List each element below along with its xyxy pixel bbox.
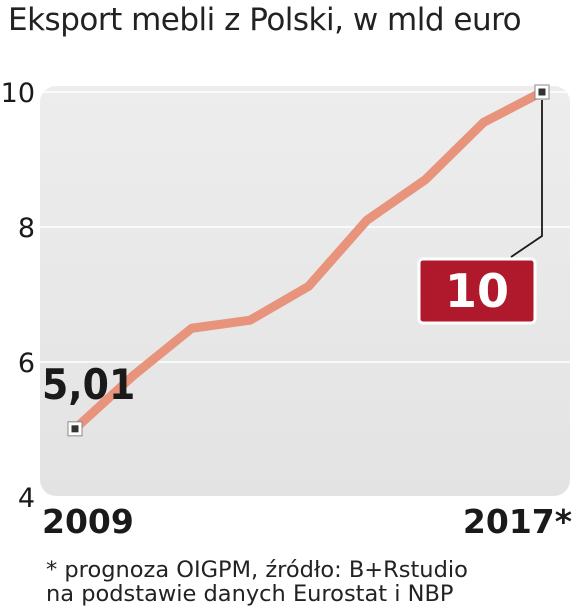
footnote-line-2: na podstawie danych Eurostat i NBP: [46, 581, 454, 607]
end-value-label: 10: [445, 264, 509, 318]
x-tick-label: 2009: [42, 502, 134, 541]
y-tick-label: 4: [18, 483, 35, 514]
footnote-line-1: * prognoza OIGPM, źródło: B+Rstudio: [46, 557, 468, 583]
data-point-marker-core: [71, 425, 79, 433]
end-value-box: [417, 257, 537, 325]
footnote: * prognoza OIGPM, źródło: B+Rstudio na p…: [46, 558, 468, 606]
start-value-label: 5,01: [42, 360, 135, 409]
y-tick-label: 6: [18, 348, 35, 379]
chart-title: Eksport mebli z Polski, w mld euro: [8, 2, 522, 38]
end-label-leader-line: [510, 100, 543, 258]
data-point-marker-core: [538, 88, 546, 96]
x-tick-label: 2017*: [463, 502, 572, 541]
series-line: [70, 87, 547, 434]
y-tick-label: 8: [18, 213, 35, 244]
y-tick-label: 10: [1, 78, 35, 109]
